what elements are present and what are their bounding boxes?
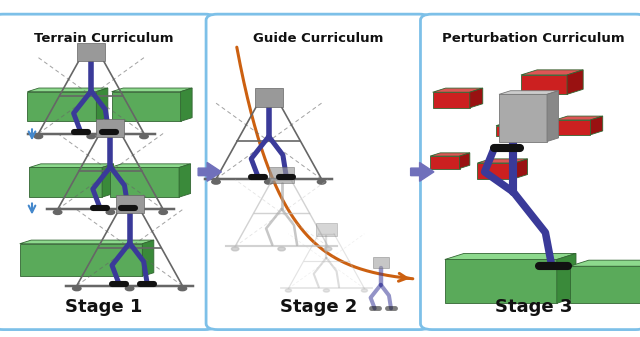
Polygon shape xyxy=(142,240,154,276)
FancyBboxPatch shape xyxy=(420,14,640,330)
Circle shape xyxy=(125,286,134,291)
Polygon shape xyxy=(477,159,527,163)
Polygon shape xyxy=(198,162,221,181)
Polygon shape xyxy=(28,88,108,92)
Polygon shape xyxy=(20,244,142,276)
Polygon shape xyxy=(499,94,547,142)
Polygon shape xyxy=(110,167,179,197)
Polygon shape xyxy=(521,75,567,94)
Polygon shape xyxy=(77,43,105,61)
Text: Stage 3: Stage 3 xyxy=(495,298,572,316)
Circle shape xyxy=(264,180,273,184)
Polygon shape xyxy=(556,120,590,135)
Circle shape xyxy=(140,134,148,139)
Circle shape xyxy=(232,247,239,251)
Polygon shape xyxy=(496,123,531,126)
Polygon shape xyxy=(97,88,108,121)
Polygon shape xyxy=(522,123,531,136)
Polygon shape xyxy=(29,164,114,167)
Polygon shape xyxy=(116,195,144,213)
Circle shape xyxy=(178,286,187,291)
Polygon shape xyxy=(570,266,640,303)
Polygon shape xyxy=(570,260,640,266)
Polygon shape xyxy=(28,92,97,121)
Circle shape xyxy=(317,180,326,184)
Polygon shape xyxy=(111,88,192,92)
Polygon shape xyxy=(557,253,576,303)
Polygon shape xyxy=(20,240,154,244)
Circle shape xyxy=(323,289,330,292)
Polygon shape xyxy=(102,164,114,197)
Polygon shape xyxy=(111,92,180,121)
Text: Guide Curriculum: Guide Curriculum xyxy=(253,32,383,45)
Circle shape xyxy=(278,247,285,251)
Polygon shape xyxy=(179,164,191,197)
Polygon shape xyxy=(433,92,470,108)
Circle shape xyxy=(87,134,95,139)
Polygon shape xyxy=(430,153,470,156)
Polygon shape xyxy=(547,91,559,142)
Circle shape xyxy=(212,180,220,184)
Polygon shape xyxy=(430,156,460,168)
Polygon shape xyxy=(255,88,283,107)
Polygon shape xyxy=(411,162,434,181)
Circle shape xyxy=(34,134,43,139)
Circle shape xyxy=(285,289,291,292)
Polygon shape xyxy=(477,163,515,179)
Polygon shape xyxy=(445,259,557,303)
Text: Stage 1: Stage 1 xyxy=(65,298,143,316)
Polygon shape xyxy=(496,126,522,136)
Polygon shape xyxy=(556,116,603,120)
FancyBboxPatch shape xyxy=(206,14,431,330)
Polygon shape xyxy=(445,253,576,259)
Polygon shape xyxy=(567,70,583,94)
Polygon shape xyxy=(269,166,294,183)
Text: Terrain Curriculum: Terrain Curriculum xyxy=(35,32,173,45)
Polygon shape xyxy=(460,153,470,168)
Text: Stage 2: Stage 2 xyxy=(280,298,357,316)
Polygon shape xyxy=(180,88,192,121)
Text: Perturbation Curriculum: Perturbation Curriculum xyxy=(442,32,625,45)
Polygon shape xyxy=(316,223,337,237)
Circle shape xyxy=(324,247,332,251)
Circle shape xyxy=(362,289,367,292)
Circle shape xyxy=(106,210,115,214)
Polygon shape xyxy=(433,88,483,92)
Polygon shape xyxy=(521,70,583,75)
Polygon shape xyxy=(515,159,527,179)
Polygon shape xyxy=(470,88,483,108)
Circle shape xyxy=(53,210,62,214)
Polygon shape xyxy=(29,167,102,197)
Polygon shape xyxy=(590,116,603,135)
Circle shape xyxy=(159,210,168,214)
Polygon shape xyxy=(97,119,124,137)
FancyBboxPatch shape xyxy=(0,14,216,330)
Polygon shape xyxy=(499,91,559,94)
Polygon shape xyxy=(372,257,389,268)
Circle shape xyxy=(72,286,81,291)
Polygon shape xyxy=(110,164,191,167)
